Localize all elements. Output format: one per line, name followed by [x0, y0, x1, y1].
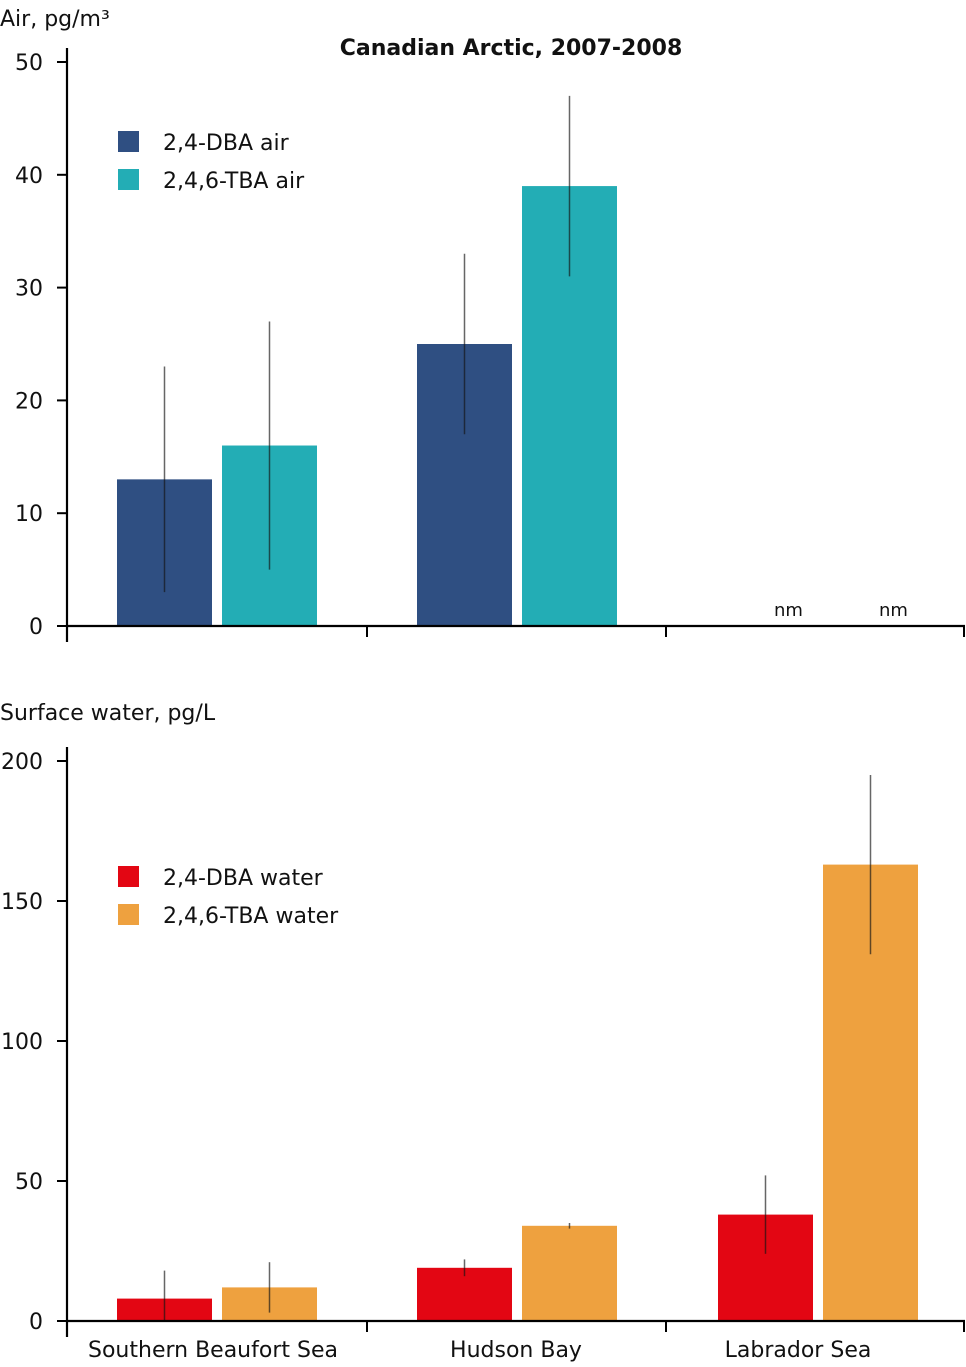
y-axis-title: Surface water, pg/L	[0, 701, 216, 726]
y-tick-label: 0	[29, 615, 43, 640]
y-tick-label: 50	[15, 1170, 43, 1195]
legend-label: 2,4,6-TBA air	[163, 169, 305, 194]
x-axis	[66, 624, 965, 637]
legend: 2,4-DBA water 2,4,6-TBA water	[118, 866, 339, 929]
y-axis: 0 50 100 150 200	[1, 747, 69, 1337]
legend-swatch	[118, 904, 139, 925]
y-axis: 0 10 20 30 40 50	[15, 48, 69, 642]
bar	[522, 1225, 617, 1321]
not-measured-label: nm	[879, 600, 908, 621]
legend-label: 2,4,6-TBA water	[163, 904, 339, 929]
y-tick-label: 50	[15, 51, 43, 76]
y-tick-label: 150	[1, 890, 43, 915]
legend-swatch	[118, 131, 139, 152]
water-panel: Surface water, pg/L 0 50 100 150 200 2,4-DBA…	[0, 701, 965, 1363]
legend-label: 2,4-DBA air	[163, 131, 290, 156]
legend-label: 2,4-DBA water	[163, 866, 324, 891]
y-tick-label: 200	[1, 750, 43, 775]
legend: 2,4-DBA air 2,4,6-TBA air	[118, 131, 305, 194]
category-label: Southern Beaufort Sea	[88, 1338, 338, 1363]
y-tick-label: 20	[15, 389, 43, 414]
y-axis-title: Air, pg/m³	[0, 7, 110, 32]
category-label: Labrador Sea	[725, 1338, 872, 1363]
category-label: Hudson Bay	[450, 1338, 582, 1363]
bar	[417, 1267, 512, 1321]
annotations: nm nm	[774, 600, 908, 621]
not-measured-label: nm	[774, 600, 803, 621]
legend-swatch	[118, 866, 139, 887]
y-tick-label: 100	[1, 1030, 43, 1055]
bars	[117, 864, 918, 1321]
y-tick-label: 30	[15, 277, 43, 302]
air-panel: Air, pg/m³ Canadian Arctic, 2007-2008 0 1…	[0, 7, 965, 642]
x-axis: Southern Beaufort Sea Hudson Bay Labrador …	[66, 1319, 965, 1363]
bars	[117, 186, 617, 626]
chart-title: Canadian Arctic, 2007-2008	[340, 36, 683, 61]
y-tick-label: 40	[15, 164, 43, 189]
y-tick-label: 10	[15, 502, 43, 527]
y-tick-label: 0	[29, 1310, 43, 1335]
error-bars	[163, 95, 571, 593]
legend-swatch	[118, 169, 139, 190]
error-bars	[163, 775, 872, 1321]
